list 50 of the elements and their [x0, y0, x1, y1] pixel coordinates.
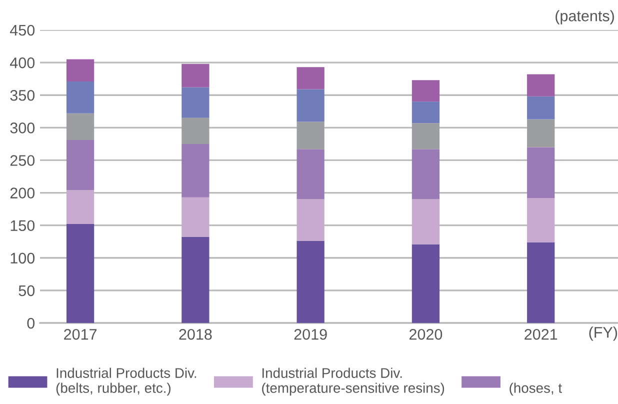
bar	[182, 237, 210, 323]
y-tick-label: 250	[10, 155, 35, 166]
bar	[182, 197, 210, 238]
bar	[412, 102, 440, 124]
bar	[296, 122, 324, 150]
bar	[527, 96, 555, 120]
bar	[527, 119, 555, 148]
bar	[66, 224, 94, 323]
bar	[182, 118, 210, 144]
bar	[527, 198, 555, 242]
bar	[296, 67, 324, 90]
bar	[412, 80, 440, 102]
bar	[412, 123, 440, 150]
bar	[527, 242, 555, 323]
bar	[182, 144, 210, 198]
legend-label: Industrial Products Div. (belts, rubber, etc.)	[56, 368, 196, 396]
x-axis-title: (FY)	[589, 326, 618, 341]
bar	[66, 113, 94, 140]
y-tick-label: 100	[10, 252, 35, 264]
bar	[182, 64, 210, 88]
x-tick-label: 2020	[409, 328, 442, 340]
bar	[527, 147, 555, 198]
y-tick-label: 0	[27, 318, 35, 329]
y-axis-title: (patents)	[556, 10, 614, 24]
x-tick-label: 2018	[179, 328, 212, 340]
y-tick-label: 50	[18, 285, 35, 296]
y-tick-label: 200	[10, 188, 35, 198]
bar	[66, 140, 94, 190]
legend-label: Industrial Products Div. (temperature-sensitive resins)	[262, 368, 444, 396]
legend-label: (hoses, t	[510, 382, 562, 396]
bar	[296, 240, 324, 323]
y-tick-label: 150	[10, 220, 35, 232]
x-tick-label: 2021	[524, 328, 558, 340]
bar	[296, 199, 324, 241]
y-tick-label: 350	[10, 90, 35, 101]
bar	[412, 244, 440, 323]
y-tick-label: 300	[10, 122, 35, 134]
bar	[412, 149, 440, 200]
bar	[296, 89, 324, 122]
bar	[66, 81, 94, 114]
bar	[66, 59, 94, 82]
y-tick-label: 400	[10, 57, 35, 68]
x-tick-label: 2019	[294, 328, 327, 340]
bar	[66, 190, 94, 224]
y-tick-label: 450	[10, 24, 35, 36]
x-tick-label: 2017	[64, 328, 97, 340]
bar	[412, 199, 440, 244]
bar	[527, 74, 555, 96]
bar	[182, 87, 210, 118]
bar	[296, 149, 324, 200]
